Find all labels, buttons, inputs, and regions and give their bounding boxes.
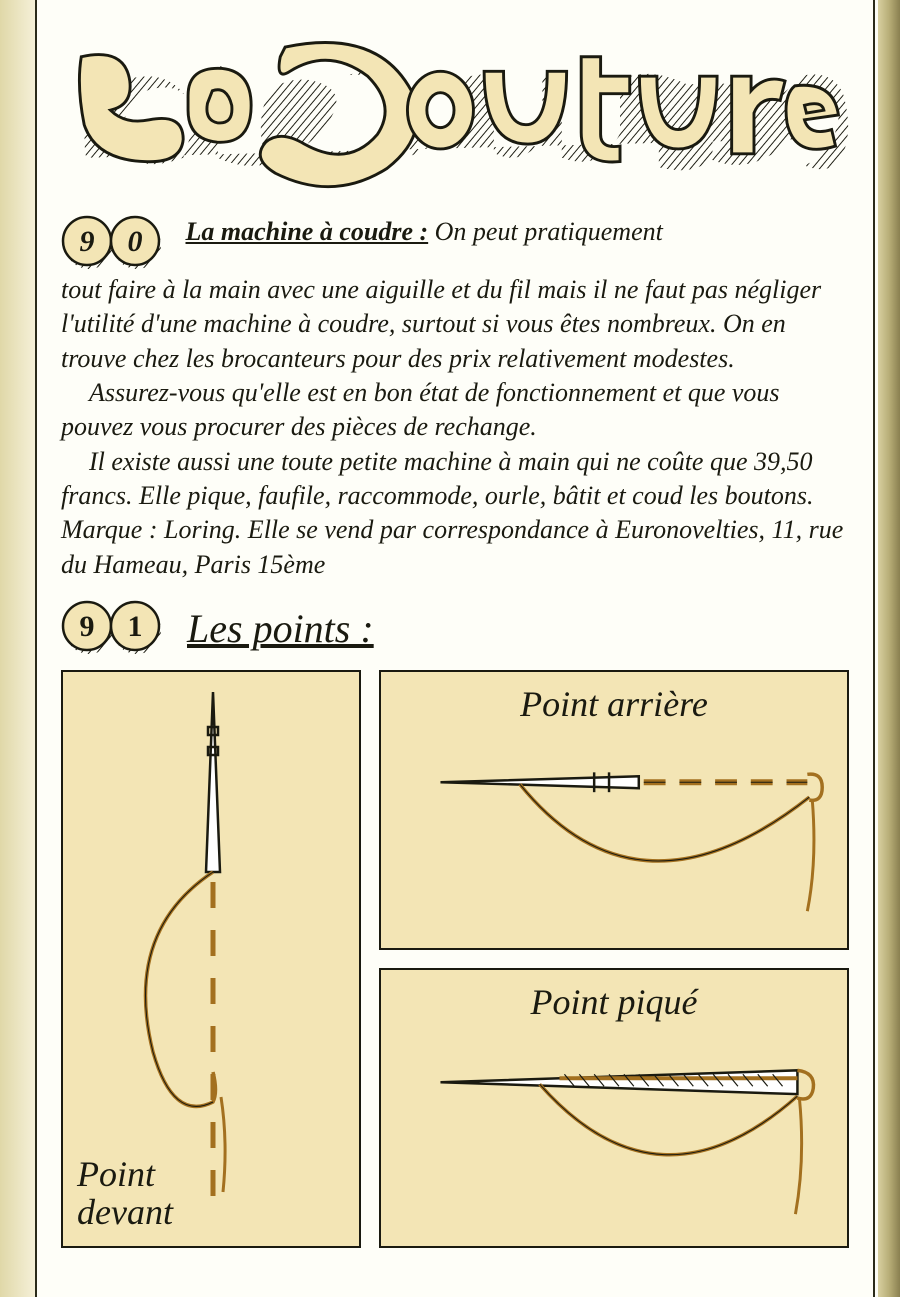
section-91-heading: Les points :	[187, 605, 374, 652]
label-point-devant: Point devant	[77, 1156, 173, 1232]
page-content: 9 0 La machine à coudre : On peut pratiq…	[35, 0, 875, 1297]
page-left-edge	[0, 0, 35, 1297]
page-title	[57, 25, 853, 205]
diagram-point-arriere	[381, 672, 847, 950]
book-spine	[878, 0, 900, 1297]
section-91-header: 9 1 Les points :	[61, 600, 853, 658]
section-90-body: tout faire à la main avec une aiguille e…	[61, 275, 821, 373]
section-number-90: 9 0	[61, 215, 171, 273]
title-lettering-svg	[57, 25, 853, 205]
panel-point-arriere: Point arrière	[379, 670, 849, 950]
section-number-91: 9 1	[61, 600, 171, 658]
section-90-heading: La machine à coudre :	[186, 217, 429, 246]
section-90: 9 0 La machine à coudre : On peut pratiq…	[57, 215, 853, 592]
svg-text:0: 0	[128, 225, 143, 258]
svg-text:1: 1	[128, 610, 143, 643]
section-90-p2: Assurez-vous qu'elle est en bon état de …	[61, 378, 780, 441]
diagram-point-pique	[381, 970, 847, 1248]
section-90-p3: Il existe aussi une toute petite machine…	[61, 447, 843, 579]
svg-text:9: 9	[80, 610, 95, 643]
svg-text:9: 9	[80, 225, 95, 258]
section-90-line1: On peut pratiquement	[435, 217, 663, 246]
panel-point-pique: Point piqué	[379, 968, 849, 1248]
diagram-point-devant	[63, 672, 361, 1232]
panel-point-devant: Point devant	[61, 670, 361, 1248]
stitch-diagrams: Point devant Point arrière	[57, 670, 853, 1248]
